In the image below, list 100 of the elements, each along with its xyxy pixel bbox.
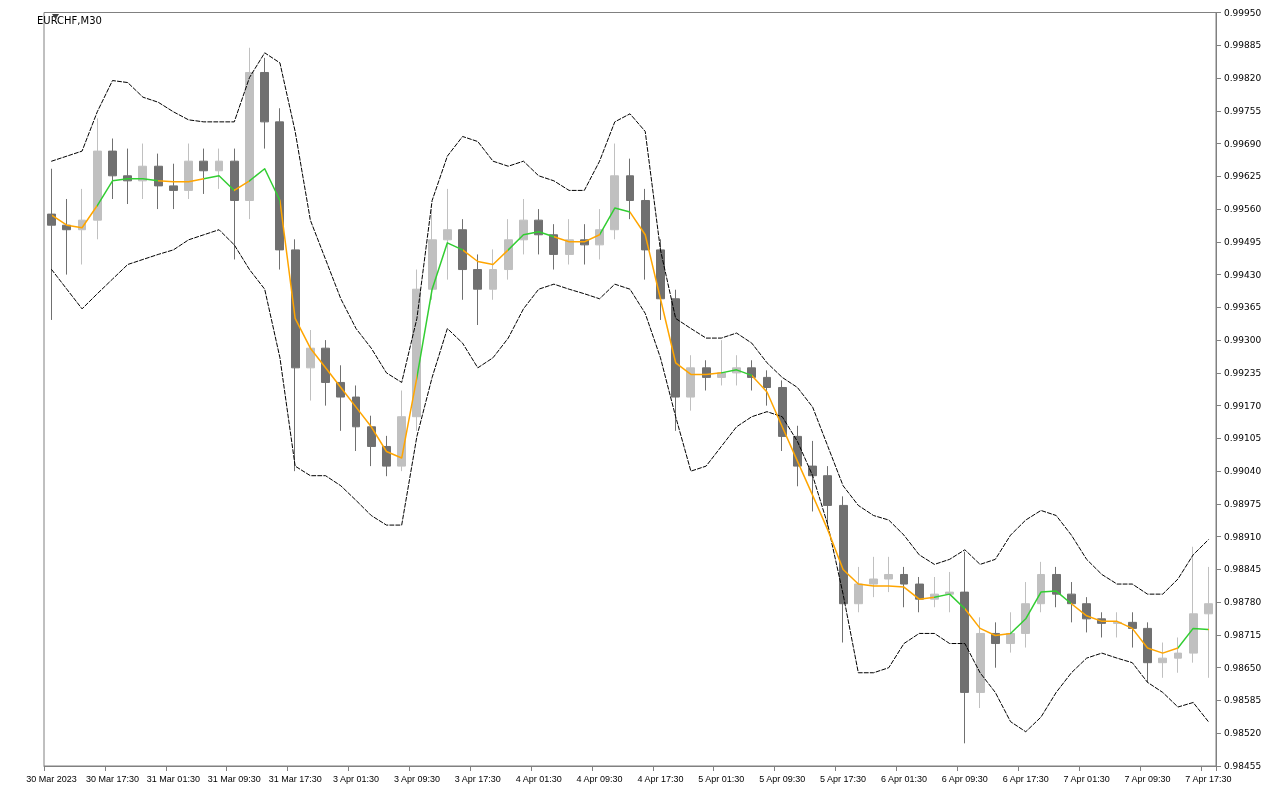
candlestick [473, 253, 482, 326]
line-series [51, 52, 1209, 595]
candlestick [489, 248, 497, 301]
candlestick [778, 379, 787, 452]
x-tick-label: 3 Apr 01:30 [333, 773, 380, 784]
y-tick-label: 0.99625 [1224, 171, 1262, 182]
candlestick [62, 198, 71, 276]
candlestick [763, 369, 771, 407]
candlestick [93, 117, 102, 240]
candlestick [839, 495, 848, 644]
candlestick [352, 384, 360, 452]
candlestick [397, 390, 406, 472]
y-tick-label: 0.99950 [1224, 7, 1262, 18]
candlestick [1174, 636, 1182, 674]
x-tick-label: 31 Mar 09:30 [207, 773, 261, 784]
candlestick [458, 218, 467, 301]
line-series [51, 229, 1209, 733]
candlestick [671, 289, 680, 432]
candlestick [717, 339, 726, 386]
candlestick [626, 158, 634, 220]
candlestick [154, 153, 163, 210]
y-tick-label: 0.98780 [1224, 597, 1262, 608]
candlestick [321, 339, 330, 407]
y-tick-label: 0.98715 [1224, 629, 1262, 640]
y-tick-label: 0.99170 [1224, 400, 1262, 411]
candlestick [641, 188, 650, 281]
candlestick [1067, 581, 1076, 623]
candlestick [1113, 611, 1122, 638]
candlestick [199, 148, 208, 195]
chart-title: EURCHF,M30 [37, 14, 102, 26]
x-tick-label: 6 Apr 09:30 [941, 773, 988, 784]
x-tick-label: 7 Apr 01:30 [1063, 773, 1110, 784]
candlestick [1143, 621, 1152, 684]
candlestick [915, 576, 924, 613]
y-tick-label: 0.98845 [1224, 564, 1262, 575]
x-tick-label: 4 Apr 01:30 [515, 773, 562, 784]
candlestick [549, 223, 558, 271]
candlestick [808, 440, 817, 512]
x-tick-label: 31 Mar 17:30 [268, 773, 322, 784]
candlestick [428, 208, 437, 301]
candlestick [215, 148, 223, 190]
candlestick [260, 57, 269, 150]
candlestick [291, 238, 300, 472]
candlestick [884, 556, 893, 593]
candlestick [504, 218, 513, 281]
candlestick [823, 465, 832, 528]
x-tick-label: 6 Apr 01:30 [880, 773, 927, 784]
x-tick-label: 30 Mar 17:30 [85, 773, 140, 784]
y-tick-label: 0.98455 [1224, 761, 1262, 771]
y-tick-label: 0.99365 [1224, 302, 1262, 313]
candlestick [960, 551, 969, 744]
y-tick-label: 0.99755 [1224, 105, 1262, 116]
line-series [50, 167, 1210, 654]
x-tick-label: 5 Apr 01:30 [698, 773, 745, 784]
y-tick-label: 0.99040 [1224, 466, 1262, 477]
x-tick-label: 7 Apr 09:30 [1124, 773, 1171, 784]
y-tick-label: 0.99820 [1224, 73, 1262, 84]
candlestick [1189, 546, 1198, 664]
x-tick-label: 30 Mar 2023 [26, 773, 77, 784]
y-tick-label: 0.99560 [1224, 204, 1262, 215]
y-tick-label: 0.99235 [1224, 367, 1262, 378]
x-tick-label: 4 Apr 17:30 [637, 773, 684, 784]
candlestick [869, 556, 878, 598]
x-tick-label: 7 Apr 17:30 [1185, 773, 1232, 784]
candlestick [610, 143, 619, 240]
x-tick-label: 5 Apr 09:30 [759, 773, 806, 784]
x-tick-label: 31 Mar 01:30 [146, 773, 200, 784]
candlestick [169, 163, 178, 210]
candlestick [1052, 566, 1061, 608]
y-tick-label: 0.99885 [1224, 40, 1262, 51]
candlestick [367, 415, 376, 467]
candlestick [565, 218, 574, 266]
candlestick [245, 47, 254, 220]
candlestick [976, 616, 985, 709]
candlestick [519, 198, 528, 255]
candlestick [230, 148, 239, 260]
candlestick [1158, 642, 1167, 679]
y-tick-label: 0.99495 [1224, 236, 1262, 247]
x-tick-label: 3 Apr 09:30 [393, 773, 440, 784]
candlestick [443, 188, 452, 281]
y-tick-label: 0.99430 [1224, 269, 1262, 280]
candlestick [945, 571, 954, 613]
x-tick-label: 6 Apr 17:30 [1002, 773, 1049, 784]
x-tick-label: 4 Apr 09:30 [576, 773, 623, 784]
candlestick [47, 168, 56, 321]
candlestick [275, 107, 284, 271]
candlestick [382, 435, 391, 477]
candlestick [108, 138, 117, 200]
candlestick [686, 354, 695, 412]
x-tick-label: 5 Apr 17:30 [820, 773, 867, 784]
candlestick [854, 566, 863, 613]
y-tick-label: 0.99690 [1224, 138, 1262, 149]
candlestick [306, 329, 315, 402]
x-tick-label: 3 Apr 17:30 [454, 773, 501, 784]
candlestick [1006, 611, 1015, 654]
y-tick-label: 0.99105 [1224, 433, 1262, 444]
y-tick-label: 0.98975 [1224, 498, 1262, 509]
candlestick [1037, 561, 1045, 613]
candlestick [534, 208, 543, 255]
candlestick [1204, 566, 1213, 679]
